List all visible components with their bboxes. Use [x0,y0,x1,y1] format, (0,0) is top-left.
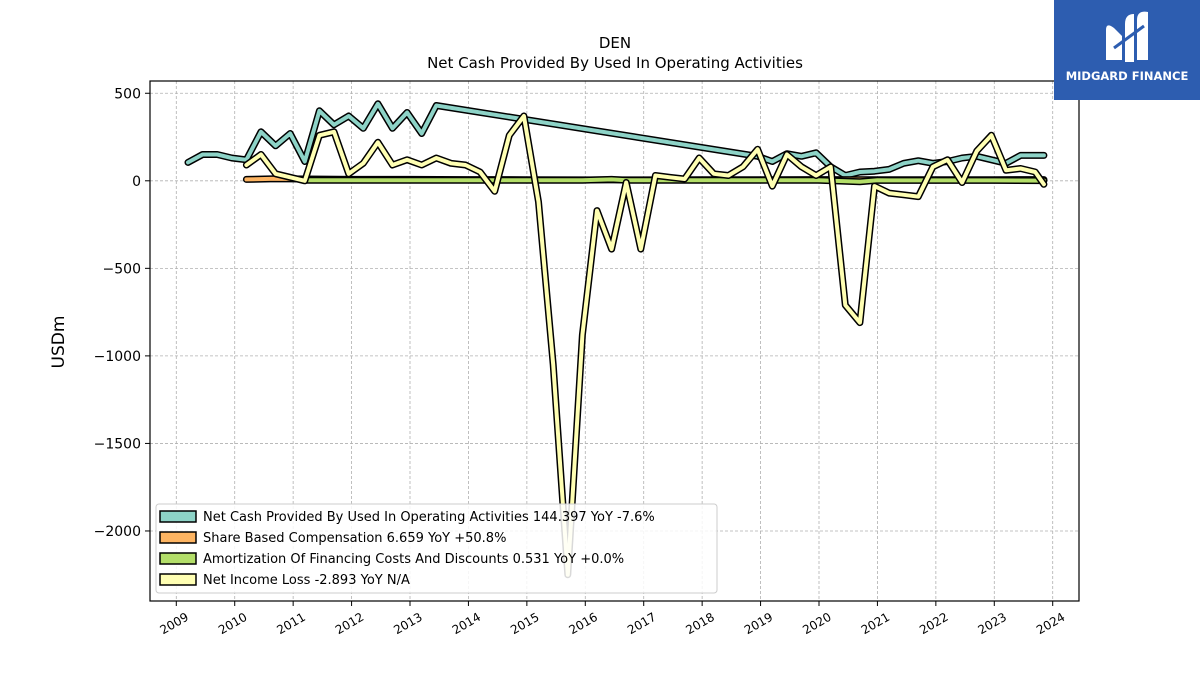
series-line [244,114,1046,577]
midgard-m-icon [1106,11,1148,62]
y-axis: 500 0 −500 −1000 −1500 −2000 [94,86,150,540]
x-tick-label: 2009 [158,610,191,637]
plot-frame [149,80,1080,602]
series-line [302,177,1046,184]
x-tick-label: 2016 [567,610,600,637]
y-tick-label: −2000 [94,524,141,540]
x-tick-label: 2014 [450,610,483,637]
legend-entry: Net Cash Provided By Used In Operating A… [203,510,655,525]
series-2 [301,175,1048,186]
y-tick-label: −500 [103,261,141,277]
x-tick-label: 2013 [391,610,424,637]
x-tick-label: 2010 [216,610,249,637]
x-tick-label: 2015 [508,610,541,637]
x-tick-label: 2018 [683,610,716,637]
legend-swatch [159,552,197,565]
x-tick-label: 2020 [800,610,833,637]
chart-subtitle: Net Cash Provided By Used In Operating A… [427,54,803,72]
x-tick-label: 2012 [333,610,366,637]
x-tick-label: 2022 [917,610,950,637]
legend-swatch [159,531,197,544]
y-tick-label: 500 [114,86,141,102]
brand-name: MIDGARD FINANCE [1065,69,1189,83]
x-tick-label: 2019 [742,610,775,637]
legend: Net Cash Provided By Used In Operating A… [155,503,718,594]
legend-swatch [159,510,197,523]
x-tick-label: 2024 [1034,610,1067,637]
legend-entry: Net Income Loss -2.893 YoY N/A [203,573,410,588]
x-tick-label: 2021 [859,610,892,637]
y-tick-label: −1500 [94,436,141,452]
plot-series [184,100,1048,579]
legend-entry: Amortization Of Financing Costs And Disc… [203,552,624,567]
chart-title: DEN [599,34,631,52]
brand-logo: MIDGARD FINANCE [1054,0,1200,100]
y-tick-label: −1000 [94,349,141,365]
series-3 [242,112,1048,579]
legend-box [155,503,718,594]
x-tick-label: 2011 [274,610,307,637]
x-tick-label: 2023 [976,610,1009,637]
x-axis: 2009 2010 2011 2012 2013 2014 2015 2016 2017 2018… [158,601,1067,637]
x-tick-label: 2017 [625,610,658,637]
y-tick-label: 0 [132,174,141,190]
legend-swatch [159,573,197,586]
legend-entry: Share Based Compensation 6.659 YoY +50.8… [203,531,506,546]
y-axis-label: USDm [49,316,69,369]
